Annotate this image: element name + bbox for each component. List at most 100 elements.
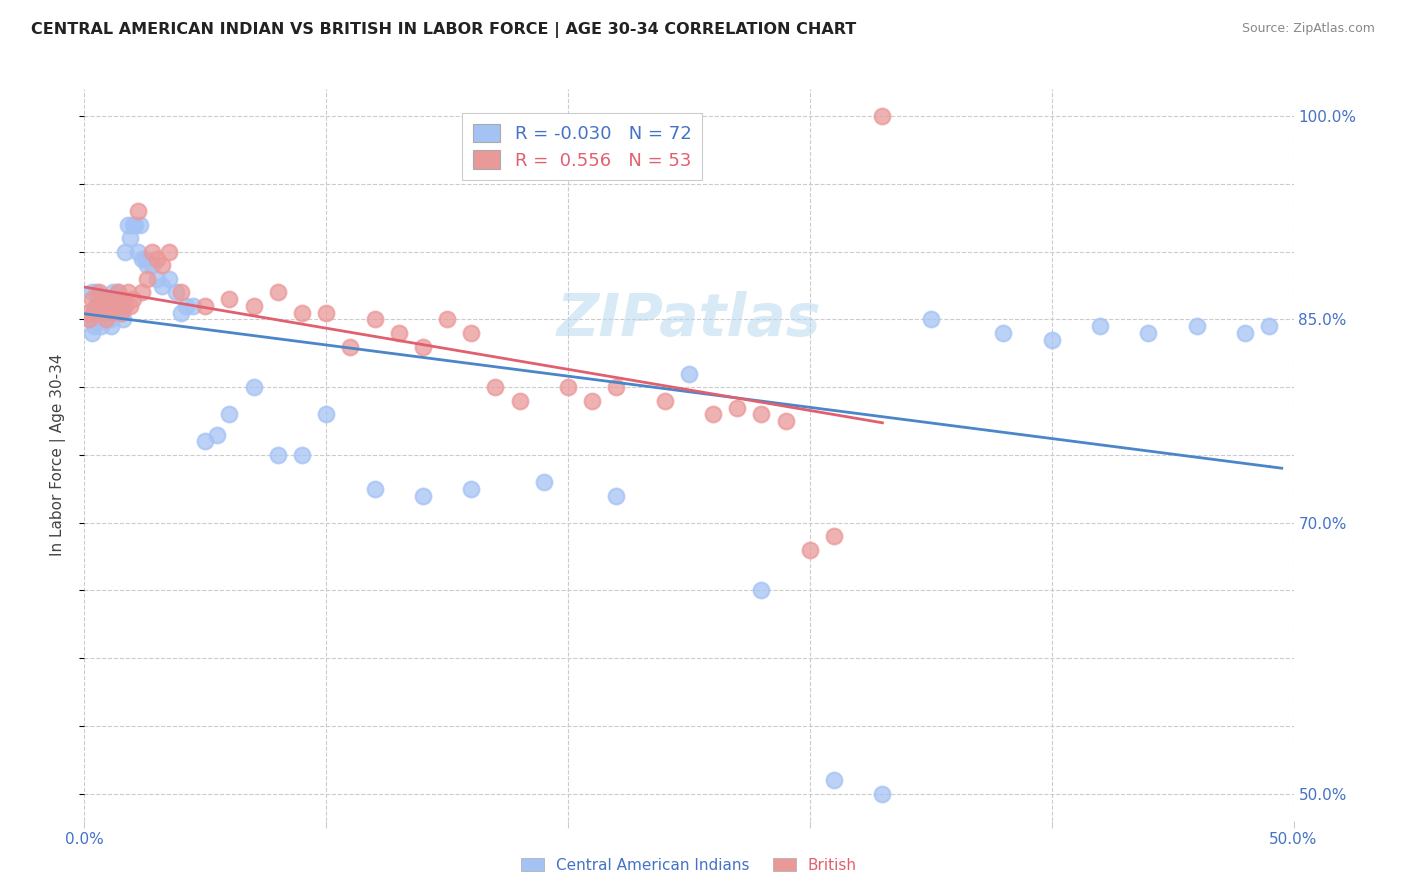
Point <box>90 306 112 320</box>
Point <box>97 306 120 320</box>
Point <box>165 285 187 300</box>
Point <box>112 292 135 306</box>
Point <box>127 244 149 259</box>
Point <box>134 252 156 266</box>
Point <box>110 306 132 320</box>
Point <box>267 285 290 300</box>
Point <box>127 204 149 219</box>
Point <box>94 292 117 306</box>
Point <box>93 292 115 306</box>
Point <box>315 407 337 421</box>
Point <box>110 292 132 306</box>
Point <box>1040 333 1063 347</box>
Legend: Central American Indians, British: Central American Indians, British <box>515 852 863 879</box>
Point <box>605 489 627 503</box>
Point <box>114 299 136 313</box>
Point <box>131 252 153 266</box>
Point <box>87 285 110 300</box>
Point <box>218 407 240 421</box>
Point <box>83 306 105 320</box>
Point <box>207 427 229 442</box>
Point <box>100 306 122 320</box>
Point <box>412 489 434 503</box>
Point <box>150 278 173 293</box>
Point <box>103 292 125 306</box>
Point <box>129 218 152 232</box>
Text: Source: ZipAtlas.com: Source: ZipAtlas.com <box>1241 22 1375 36</box>
Point <box>100 319 122 334</box>
Point <box>242 380 264 394</box>
Point <box>146 272 169 286</box>
Point <box>107 299 129 313</box>
Point <box>80 326 103 340</box>
Point <box>141 244 163 259</box>
Point <box>775 414 797 428</box>
Point <box>97 299 120 313</box>
Point <box>80 285 103 300</box>
Point <box>678 367 700 381</box>
Point <box>103 299 125 313</box>
Point <box>157 244 180 259</box>
Point <box>174 299 197 313</box>
Point <box>1185 319 1208 334</box>
Point <box>339 340 361 354</box>
Point <box>107 285 129 300</box>
Point <box>83 319 105 334</box>
Point <box>157 272 180 286</box>
Point <box>1258 319 1281 334</box>
Point <box>460 482 482 496</box>
Point <box>100 312 122 326</box>
Point <box>94 312 117 326</box>
Point <box>291 448 314 462</box>
Point <box>388 326 411 340</box>
Point <box>242 299 264 313</box>
Point <box>90 306 112 320</box>
Point <box>581 393 603 408</box>
Point <box>291 306 314 320</box>
Point <box>120 299 142 313</box>
Point <box>146 252 169 266</box>
Point <box>181 299 204 313</box>
Point <box>533 475 555 489</box>
Point <box>114 244 136 259</box>
Point <box>121 292 143 306</box>
Point <box>80 292 103 306</box>
Point <box>104 292 127 306</box>
Point <box>93 299 115 313</box>
Point <box>1088 319 1111 334</box>
Point <box>86 299 108 313</box>
Point <box>170 285 193 300</box>
Point <box>103 285 125 300</box>
Point <box>823 772 845 787</box>
Point <box>993 326 1015 340</box>
Y-axis label: In Labor Force | Age 30-34: In Labor Force | Age 30-34 <box>49 353 66 557</box>
Point <box>1234 326 1257 340</box>
Point <box>702 407 724 421</box>
Point <box>90 319 112 334</box>
Point <box>120 231 142 245</box>
Point <box>121 218 143 232</box>
Point <box>77 312 100 326</box>
Point <box>136 258 159 272</box>
Point <box>110 306 132 320</box>
Point <box>605 380 627 394</box>
Point <box>124 218 146 232</box>
Point <box>218 292 240 306</box>
Point <box>412 340 434 354</box>
Text: ZIPatlas: ZIPatlas <box>557 291 821 348</box>
Point <box>751 583 773 598</box>
Point <box>460 326 482 340</box>
Point <box>436 312 458 326</box>
Point <box>1137 326 1160 340</box>
Point <box>107 285 129 300</box>
Point <box>267 448 290 462</box>
Point <box>150 258 173 272</box>
Point <box>170 306 193 320</box>
Point <box>93 312 115 326</box>
Point <box>557 380 579 394</box>
Point <box>77 312 100 326</box>
Point <box>872 787 894 801</box>
Point <box>363 482 385 496</box>
Point <box>363 312 385 326</box>
Point <box>87 312 110 326</box>
